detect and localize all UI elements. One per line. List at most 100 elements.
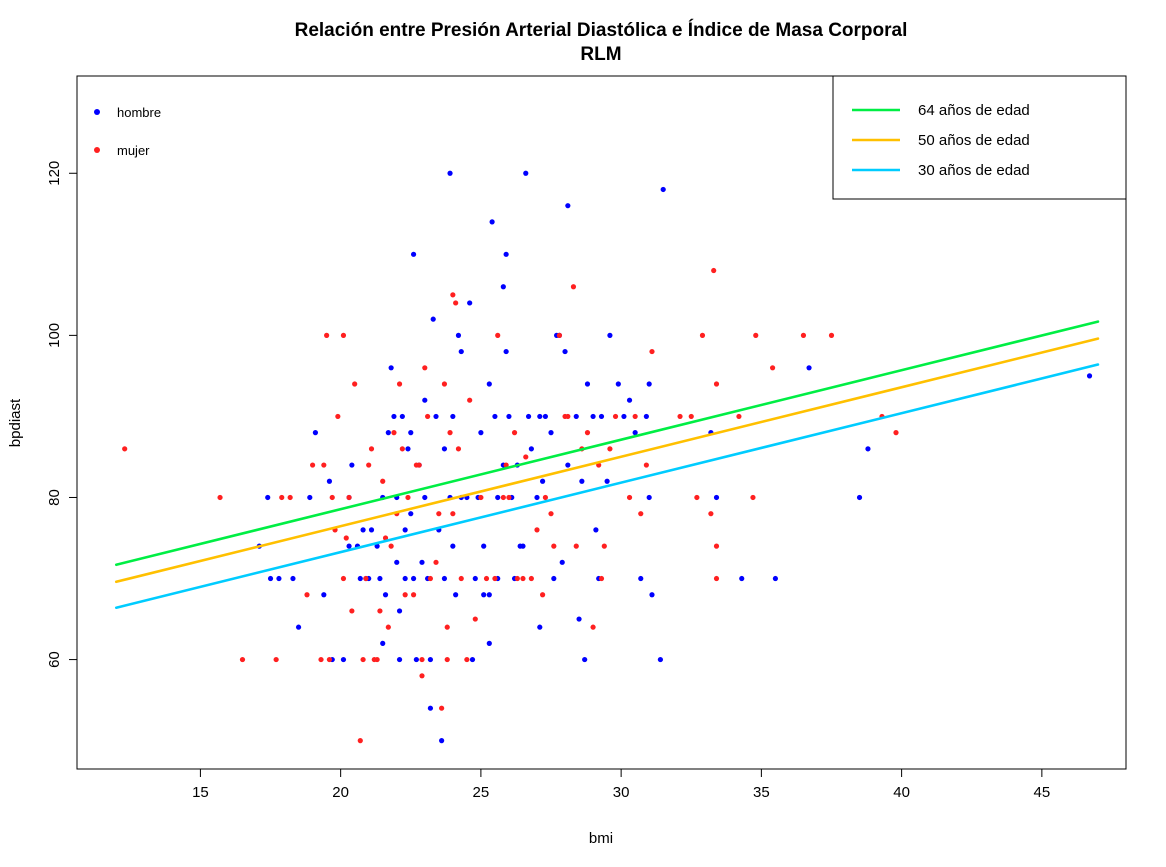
data-point-hombre bbox=[548, 430, 554, 436]
data-point-hombre bbox=[326, 478, 333, 484]
data-point-mujer bbox=[503, 462, 509, 468]
data-point-mujer bbox=[349, 608, 355, 614]
data-point-hombre bbox=[469, 656, 476, 663]
data-point-mujer bbox=[511, 430, 518, 436]
data-point-hombre bbox=[427, 656, 434, 663]
data-point-mujer bbox=[523, 454, 529, 460]
x-axis-label: bmi bbox=[589, 830, 613, 847]
data-point-hombre bbox=[419, 559, 425, 565]
regression-line bbox=[114, 363, 1100, 610]
data-point-hombre bbox=[598, 413, 605, 420]
data-point-hombre bbox=[643, 413, 649, 420]
data-point-mujer bbox=[551, 543, 557, 549]
data-point-mujer bbox=[450, 511, 456, 517]
data-point-hombre bbox=[806, 365, 812, 371]
data-point-hombre bbox=[422, 397, 428, 403]
data-point-hombre bbox=[562, 348, 568, 355]
data-point-mujer bbox=[279, 494, 285, 501]
data-point-mujer bbox=[565, 413, 571, 420]
line-legend-box bbox=[832, 75, 1127, 200]
data-point-mujer bbox=[828, 332, 835, 338]
data-point-hombre bbox=[486, 640, 492, 646]
data-point-hombre bbox=[481, 592, 487, 598]
data-point-mujer bbox=[217, 494, 223, 501]
data-point-hombre bbox=[265, 494, 271, 501]
data-point-mujer bbox=[450, 292, 456, 298]
data-point-hombre bbox=[380, 640, 386, 646]
data-point-mujer bbox=[478, 494, 484, 501]
data-point-hombre bbox=[579, 478, 585, 484]
data-point-hombre bbox=[573, 413, 579, 420]
data-point-mujer bbox=[713, 543, 720, 549]
data-point-mujer bbox=[340, 332, 347, 338]
data-point-hombre bbox=[410, 575, 417, 582]
data-point-hombre bbox=[615, 381, 621, 387]
data-point-hombre bbox=[506, 413, 512, 420]
x-tick-label: 25 bbox=[473, 784, 490, 801]
data-point-mujer bbox=[492, 575, 498, 582]
data-point-hombre bbox=[856, 494, 863, 501]
data-point-mujer bbox=[436, 511, 442, 517]
x-tick-label: 40 bbox=[893, 784, 910, 801]
data-point-hombre bbox=[489, 219, 495, 225]
data-point-mujer bbox=[677, 413, 683, 420]
data-point-mujer bbox=[439, 705, 445, 711]
data-point-mujer bbox=[632, 413, 638, 420]
data-point-mujer bbox=[612, 413, 619, 420]
data-point-mujer bbox=[304, 592, 310, 598]
data-point-hombre bbox=[523, 170, 529, 176]
data-point-hombre bbox=[495, 494, 501, 501]
data-point-hombre bbox=[377, 575, 383, 582]
chart-subtitle: RLM bbox=[580, 44, 621, 65]
data-point-mujer bbox=[380, 478, 386, 484]
y-tick-label: 60 bbox=[46, 651, 63, 668]
data-point-hombre bbox=[559, 559, 565, 565]
data-point-hombre bbox=[638, 575, 644, 582]
data-point-hombre bbox=[772, 575, 778, 582]
data-point-hombre bbox=[503, 251, 509, 257]
data-point-hombre bbox=[660, 186, 666, 193]
data-point-hombre bbox=[399, 413, 405, 420]
data-point-mujer bbox=[422, 365, 428, 371]
data-point-mujer bbox=[433, 559, 439, 565]
data-point-hombre bbox=[458, 348, 464, 355]
data-point-mujer bbox=[321, 462, 327, 468]
data-point-hombre bbox=[542, 413, 549, 420]
data-point-hombre bbox=[481, 543, 487, 549]
data-point-mujer bbox=[427, 575, 434, 582]
data-point-mujer bbox=[713, 575, 720, 582]
data-point-mujer bbox=[391, 430, 397, 436]
data-point-hombre bbox=[360, 527, 366, 533]
data-point-mujer bbox=[374, 656, 380, 663]
data-point-hombre bbox=[439, 738, 445, 744]
data-point-mujer bbox=[464, 656, 470, 663]
data-point-hombre bbox=[607, 332, 613, 338]
y-axis: 60 80 100 120 bbox=[46, 161, 78, 668]
data-point-hombre bbox=[394, 559, 400, 565]
data-point-mujer bbox=[447, 430, 453, 436]
regression-line bbox=[114, 320, 1100, 567]
data-point-hombre bbox=[503, 348, 509, 355]
line-legend: 64 años de edad 50 años de edad 30 años de… bbox=[832, 75, 1127, 200]
data-point-hombre bbox=[525, 413, 532, 420]
data-point-mujer bbox=[688, 413, 694, 420]
data-point-mujer bbox=[800, 332, 807, 338]
data-point-mujer bbox=[399, 446, 405, 452]
data-point-mujer bbox=[335, 413, 341, 420]
data-point-hombre bbox=[486, 592, 492, 598]
regression-line bbox=[114, 337, 1100, 584]
data-point-mujer bbox=[534, 527, 540, 533]
data-point-hombre bbox=[408, 430, 414, 436]
data-point-mujer bbox=[310, 462, 316, 468]
data-point-mujer bbox=[711, 267, 717, 274]
data-point-hombre bbox=[441, 446, 448, 452]
data-point-mujer bbox=[385, 624, 391, 630]
data-point-hombre bbox=[430, 316, 436, 322]
data-point-mujer bbox=[500, 494, 506, 501]
data-point-hombre bbox=[368, 527, 375, 533]
legend-line-label: 64 años de edad bbox=[918, 102, 1030, 119]
data-point-hombre bbox=[427, 705, 434, 711]
data-point-hombre bbox=[486, 381, 492, 387]
legend-point-label: mujer bbox=[117, 143, 150, 158]
data-point-hombre bbox=[646, 494, 652, 501]
